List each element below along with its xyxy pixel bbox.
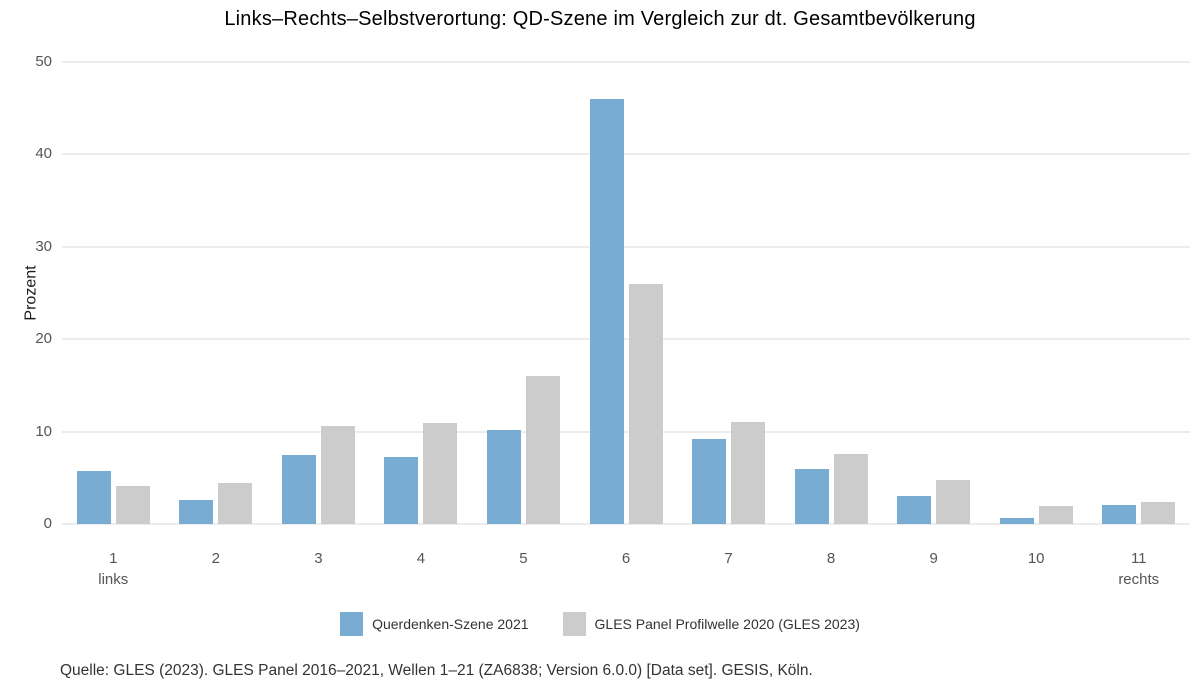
legend-item: Querdenken-Szene 2021 bbox=[340, 612, 529, 636]
chart-title: Links–Rechts–Selbstverortung: QD-Szene i… bbox=[224, 8, 976, 30]
x-tick-label-6: 6 bbox=[621, 550, 631, 567]
bar-querdenken-11 bbox=[1102, 504, 1137, 524]
bar-querdenken-3 bbox=[281, 454, 316, 524]
bar-group-5 bbox=[472, 62, 575, 524]
bar-querdenken-5 bbox=[486, 429, 521, 524]
gridline bbox=[62, 523, 1190, 525]
bar-group-8 bbox=[780, 62, 883, 524]
bar-group-7 bbox=[677, 62, 780, 524]
bar-group-1 bbox=[62, 62, 165, 524]
bar-gles-2 bbox=[218, 483, 253, 524]
bar-group-2 bbox=[165, 62, 268, 524]
legend: Querdenken-Szene 2021 GLES Panel Profilwe… bbox=[0, 612, 1200, 636]
y-axis-ticks: 0 10 20 30 40 50 bbox=[0, 53, 56, 532]
bar-series-container bbox=[62, 62, 1190, 524]
x-tick-label-2: 2 bbox=[211, 550, 220, 567]
x-tick-label-4: 4 bbox=[416, 550, 426, 567]
gridline bbox=[62, 153, 1190, 156]
x-tick-label-9: 9 bbox=[929, 550, 938, 567]
x-axis: 1 links 2 3 4 5 6 7 8 9 10 11 rechts bbox=[62, 524, 1190, 594]
x-tick-label-10: 10 bbox=[1027, 550, 1045, 567]
legend-label: GLES Panel Profilwelle 2020 (GLES 2023) bbox=[594, 616, 860, 632]
bar-querdenken-10 bbox=[999, 518, 1034, 524]
y-tick-label: 40 bbox=[35, 145, 52, 163]
x-tick-label-1: 1 links bbox=[62, 524, 165, 594]
y-tick-label: 20 bbox=[35, 330, 52, 348]
bar-gles-11 bbox=[1141, 501, 1176, 524]
legend-label: Querdenken-Szene 2021 bbox=[372, 616, 529, 632]
gridline bbox=[62, 430, 1190, 433]
gridline bbox=[62, 61, 1190, 63]
x-tick-label-11: 11 rechts bbox=[1087, 524, 1190, 594]
bar-group-10 bbox=[985, 62, 1088, 524]
gridline bbox=[62, 245, 1190, 248]
x-tick-label-3: 3 bbox=[314, 550, 323, 567]
bar-gles-1 bbox=[115, 486, 150, 524]
bar-gles-10 bbox=[1038, 505, 1073, 524]
bar-group-4 bbox=[370, 62, 473, 524]
bar-querdenken-1 bbox=[76, 471, 111, 524]
y-tick-label: 0 bbox=[43, 515, 52, 533]
bar-querdenken-9 bbox=[897, 496, 932, 524]
bar-gles-9 bbox=[936, 479, 971, 524]
bar-group-11 bbox=[1087, 62, 1190, 524]
legend-swatch bbox=[562, 612, 586, 636]
y-tick-label: 50 bbox=[35, 53, 52, 71]
bar-gles-7 bbox=[731, 422, 766, 524]
bar-gles-8 bbox=[833, 453, 868, 524]
legend-item: GLES Panel Profilwelle 2020 (GLES 2023) bbox=[562, 612, 860, 636]
x-tick-label-8: 8 bbox=[826, 550, 836, 567]
bar-group-6 bbox=[575, 62, 678, 524]
x-tick-label-7: 7 bbox=[724, 550, 733, 567]
bar-group-9 bbox=[882, 62, 985, 524]
x-axis-sublabel-links: links bbox=[98, 571, 129, 588]
bar-group-3 bbox=[267, 62, 370, 524]
bar-gles-6 bbox=[628, 283, 663, 524]
y-tick-label: 30 bbox=[35, 237, 52, 255]
x-tick-label-5: 5 bbox=[519, 550, 528, 567]
x-axis-sublabel-rechts: rechts bbox=[1118, 571, 1160, 588]
plot-area bbox=[62, 61, 1190, 525]
gridline bbox=[62, 338, 1190, 341]
bar-gles-4 bbox=[423, 423, 458, 524]
source-note: Quelle: GLES (2023). GLES Panel 2016–202… bbox=[60, 662, 813, 679]
legend-swatch bbox=[340, 612, 364, 636]
bar-gles-3 bbox=[320, 426, 355, 524]
bar-querdenken-2 bbox=[179, 499, 214, 524]
bar-querdenken-4 bbox=[384, 456, 419, 524]
bar-querdenken-6 bbox=[589, 98, 624, 524]
bar-gles-5 bbox=[525, 376, 560, 524]
bar-querdenken-8 bbox=[794, 468, 829, 524]
bar-querdenken-7 bbox=[692, 439, 727, 524]
y-tick-label: 10 bbox=[35, 422, 52, 440]
